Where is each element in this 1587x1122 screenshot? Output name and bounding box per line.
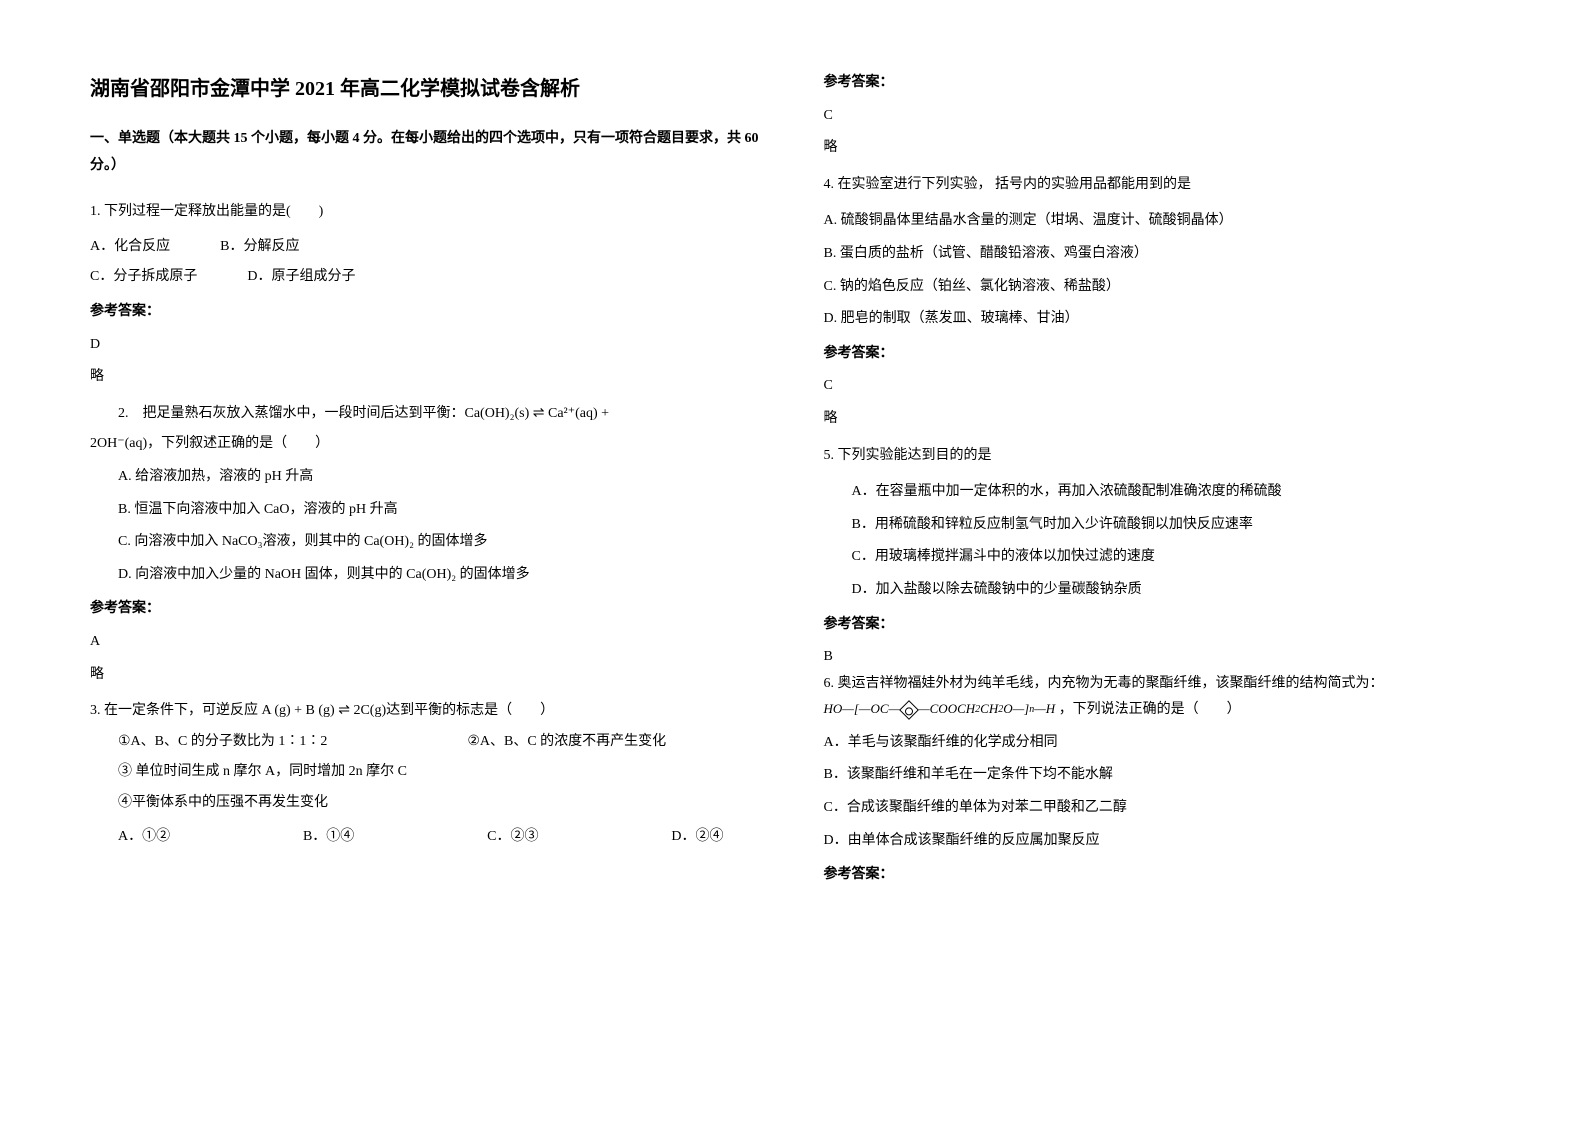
- a2-val: A: [90, 629, 764, 656]
- q4-text: 4. 在实验室进行下列实验， 括号内的实验用品都能用到的是: [824, 172, 1498, 199]
- a4-note: 略: [824, 406, 1498, 433]
- a1-note: 略: [90, 364, 764, 391]
- q3-sub3: ③ 单位时间生成 n 摩尔 A，同时增加 2n 摩尔 C: [118, 759, 764, 786]
- polyester-formula-icon: HO—[—OC——COOCH2CH2O—]n—H: [824, 697, 1056, 722]
- q1-row2: C．分子拆成原子 D．原子组成分子: [90, 264, 764, 291]
- q6-formula-tail: ，下列说法正确的是（ ）: [1059, 702, 1241, 717]
- q6-optB: B．该聚酯纤维和羊毛在一定条件下均不能水解: [824, 762, 1498, 789]
- a4-val: C: [824, 373, 1498, 400]
- q6-optA: A．羊毛与该聚酯纤维的化学成分相同: [824, 730, 1498, 757]
- q6-optD: D．由单体合成该聚酯纤维的反应属加聚反应: [824, 828, 1498, 855]
- q1-optA: A．化合反应: [90, 234, 170, 261]
- a1-label: 参考答案：: [90, 299, 764, 326]
- q3-opts: A．①② B．①④ C．②③ D．②④: [90, 824, 764, 851]
- q4-optB: B. 蛋白质的盐析（试管、醋酸铅溶液、鸡蛋白溶液）: [824, 241, 1498, 268]
- a3-label: 参考答案：: [824, 70, 1498, 97]
- q3-row1: ①A、B、C 的分子数比为 1∶1∶2 ②A、B、C 的浓度不再产生变化: [118, 729, 764, 756]
- page-title: 湖南省邵阳市金潭中学 2021 年高二化学模拟试卷含解析: [90, 70, 764, 108]
- a3-note: 略: [824, 135, 1498, 162]
- q1-row1: A．化合反应 B．分解反应: [90, 234, 764, 261]
- q1-optC: C．分子拆成原子: [90, 264, 197, 291]
- a2-note: 略: [90, 662, 764, 689]
- q4-optC: C. 钠的焰色反应（铂丝、氯化钠溶液、稀盐酸）: [824, 274, 1498, 301]
- q3-sub1: ①A、B、C 的分子数比为 1∶1∶2: [118, 729, 327, 756]
- q2-optB: B. 恒温下向溶液中加入 CaO，溶液的 pH 升高: [118, 497, 764, 524]
- q6-text: 6. 奥运吉祥物福娃外材为纯羊毛线，内充物为无毒的聚酯纤维，该聚酯纤维的结构简式…: [824, 671, 1498, 698]
- q2-text2: 2OH⁻(aq)，下列叙述正确的是（ ）: [90, 431, 764, 458]
- q3-sub4: ④平衡体系中的压强不再发生变化: [118, 790, 764, 817]
- a1-val: D: [90, 332, 764, 359]
- q1-optB: B．分解反应: [220, 234, 299, 261]
- a4-label: 参考答案：: [824, 341, 1498, 368]
- q2-optD: D. 向溶液中加入少量的 NaOH 固体，则其中的 Ca(OH)₂ 的固体增多: [118, 562, 764, 589]
- q5-optC: C．用玻璃棒搅拌漏斗中的液体以加快过滤的速度: [852, 544, 1498, 571]
- a6-label: 参考答案：: [824, 862, 1498, 889]
- section-header: 一、单选题（本大题共 15 个小题，每小题 4 分。在每小题给出的四个选项中，只…: [90, 126, 764, 179]
- q5-optD: D．加入盐酸以除去硫酸钠中的少量碳酸钠杂质: [852, 577, 1498, 604]
- right-column: 参考答案： C 略 4. 在实验室进行下列实验， 括号内的实验用品都能用到的是 …: [824, 70, 1498, 1052]
- q3-text: 3. 在一定条件下，可逆反应 A (g) + B (g) ⇌ 2C(g)达到平衡…: [90, 698, 764, 725]
- q4-optD: D. 肥皂的制取（蒸发皿、玻璃棒、甘油）: [824, 306, 1498, 333]
- q3-sub2: ②A、B、C 的浓度不再产生变化: [467, 729, 666, 756]
- q5-text: 5. 下列实验能达到目的的是: [824, 443, 1498, 470]
- q5-optA: A．在容量瓶中加一定体积的水，再加入浓硫酸配制准确浓度的稀硫酸: [852, 479, 1498, 506]
- left-column: 湖南省邵阳市金潭中学 2021 年高二化学模拟试卷含解析 一、单选题（本大题共 …: [90, 70, 764, 1052]
- a5-val: B: [824, 644, 1498, 671]
- a2-label: 参考答案：: [90, 596, 764, 623]
- a3-val: C: [824, 103, 1498, 130]
- q3-optC: C．②③: [487, 824, 538, 851]
- q1-text: 1. 下列过程一定释放出能量的是( ): [90, 199, 764, 226]
- q3-optD: D．②④: [671, 824, 723, 851]
- q6-formula-line: HO—[—OC——COOCH2CH2O—]n—H ，下列说法正确的是（ ）: [824, 697, 1498, 724]
- q4-optA: A. 硫酸铜晶体里结晶水含量的测定（坩埚、温度计、硫酸铜晶体）: [824, 208, 1498, 235]
- q3-optA: A．①②: [118, 824, 170, 851]
- a5-label: 参考答案：: [824, 612, 1498, 639]
- q1-optD: D．原子组成分子: [247, 264, 355, 291]
- q5-optB: B．用稀硫酸和锌粒反应制氢气时加入少许硫酸铜以加快反应速率: [852, 512, 1498, 539]
- q2-optC: C. 向溶液中加入 NaCO₃溶液，则其中的 Ca(OH)₂ 的固体增多: [118, 529, 764, 556]
- q2-text: 2. 把足量熟石灰放入蒸馏水中，一段时间后达到平衡：Ca(OH)₂(s) ⇌ C…: [118, 401, 764, 428]
- q3-optB: B．①④: [303, 824, 354, 851]
- q6-optC: C．合成该聚酯纤维的单体为对苯二甲酸和乙二醇: [824, 795, 1498, 822]
- q2-optA: A. 给溶液加热，溶液的 pH 升高: [118, 464, 764, 491]
